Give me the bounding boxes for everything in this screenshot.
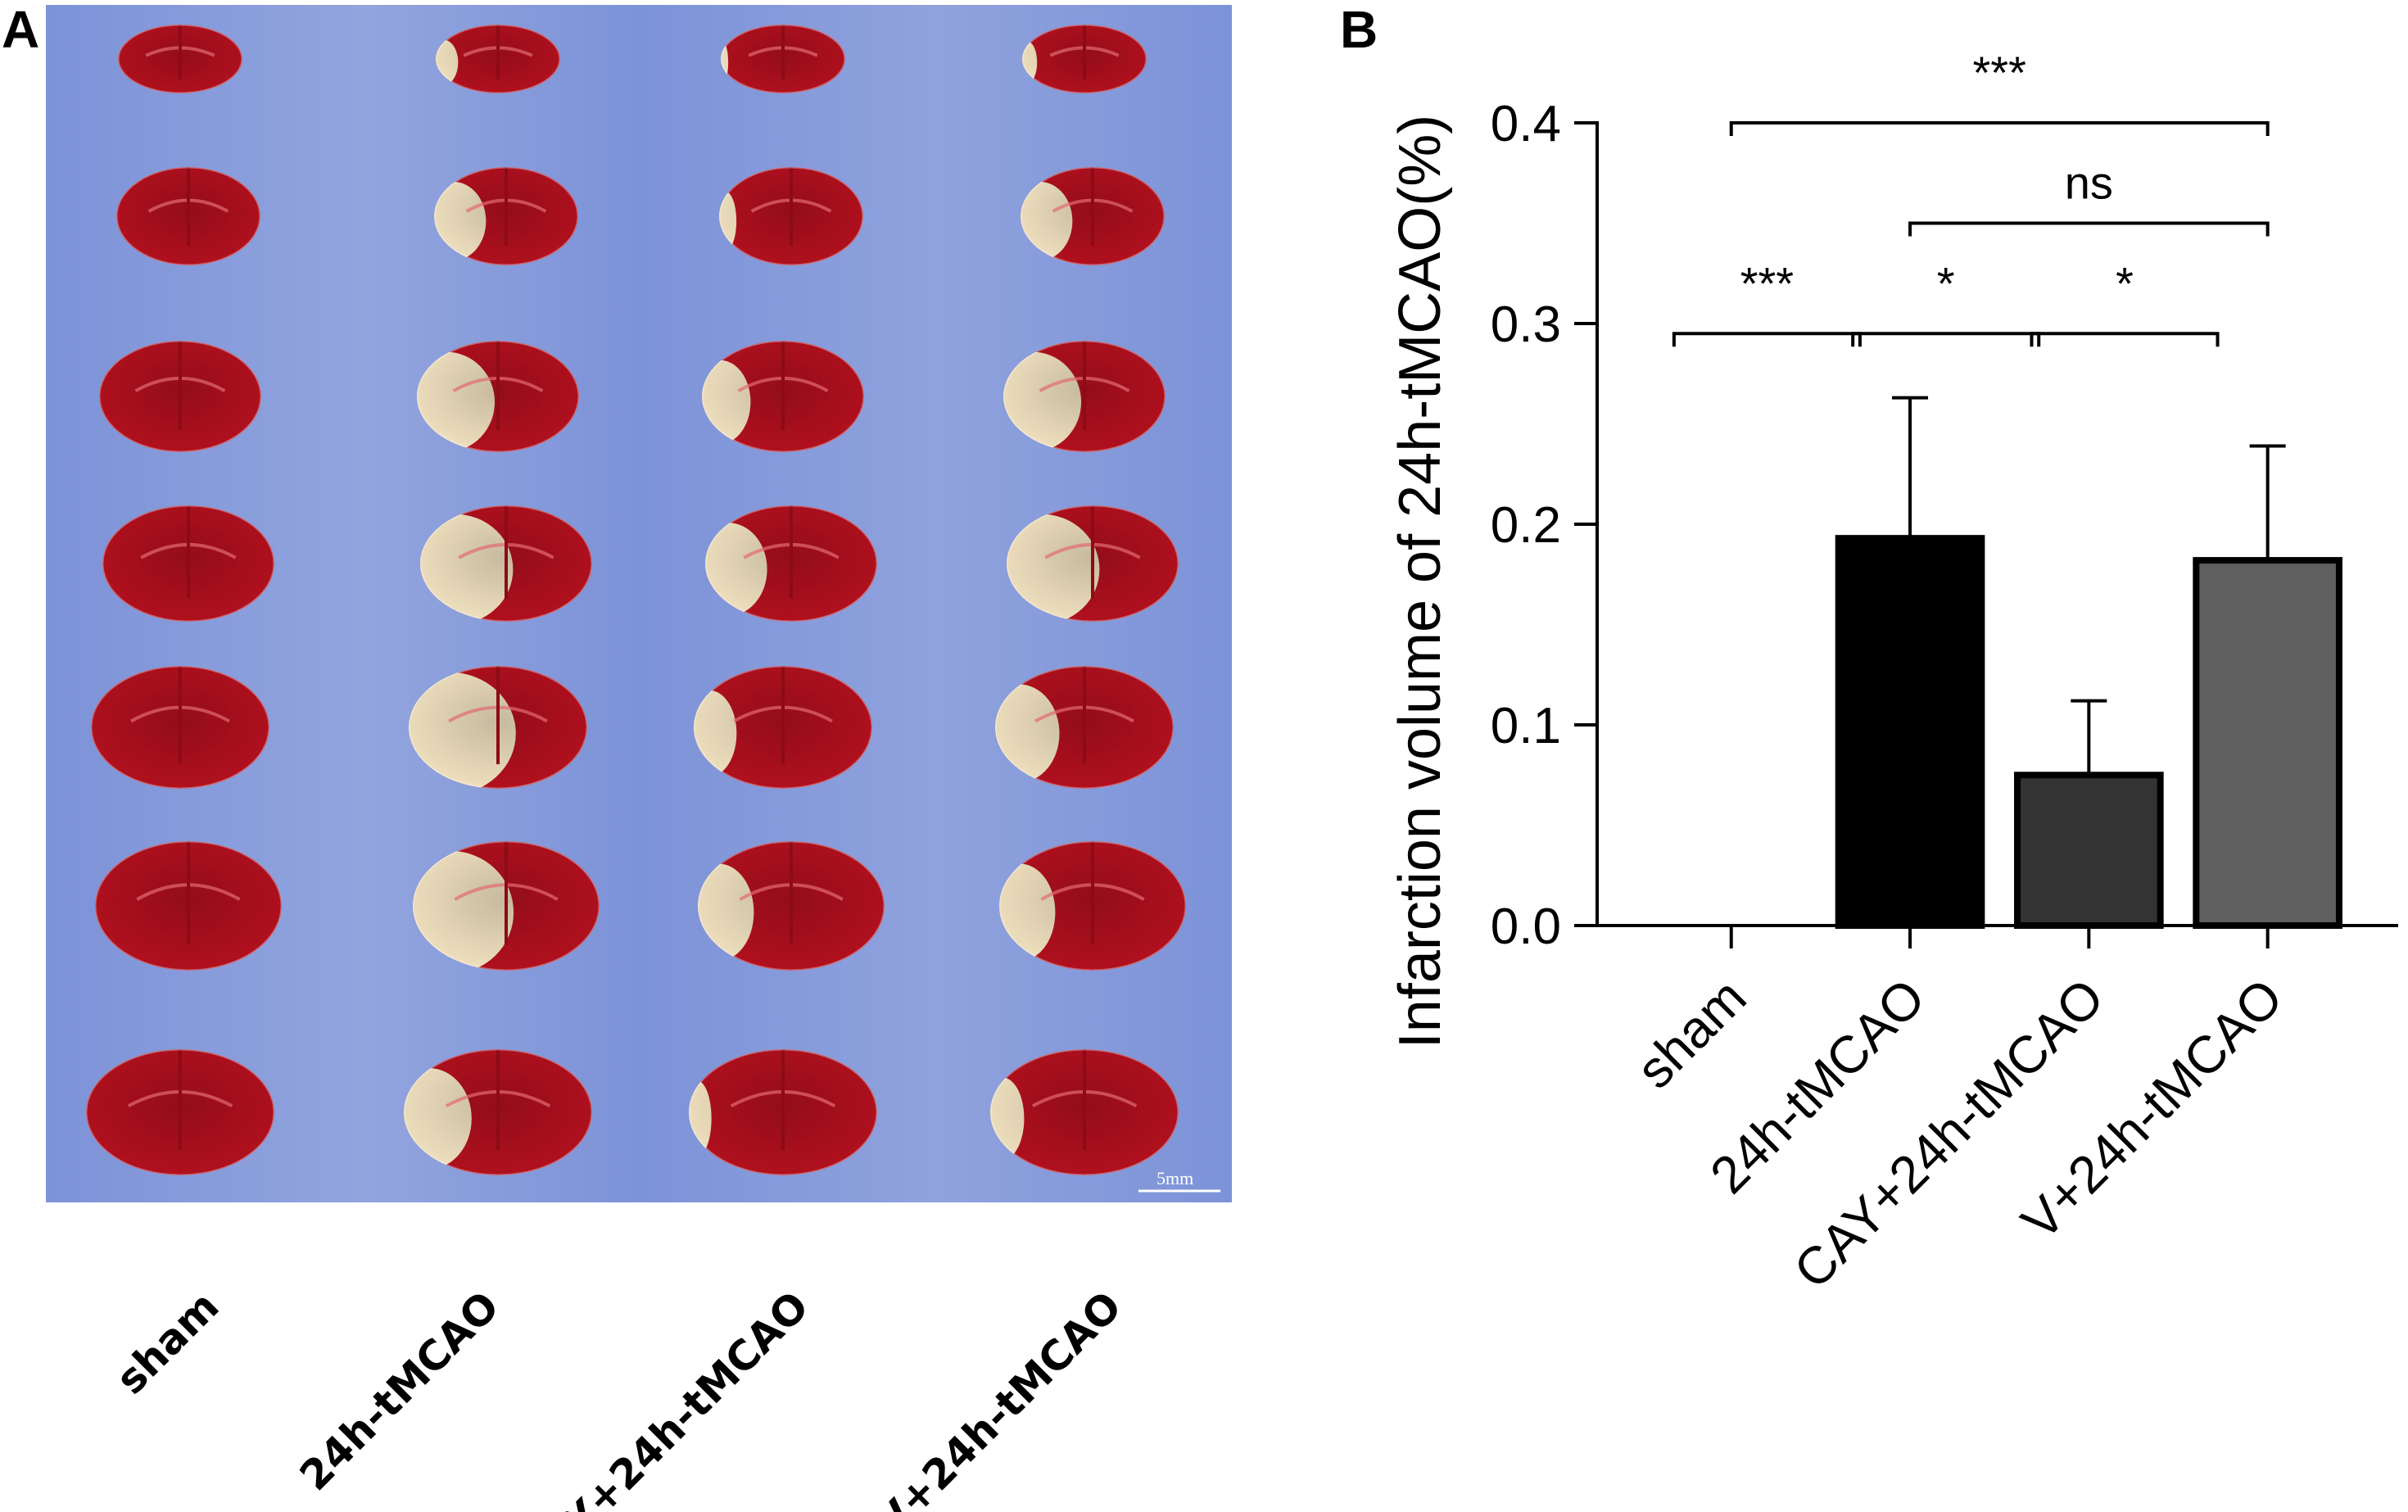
bar-chart: 0.00.10.20.30.4sham24h-tMCAOCAY+24h-tMCA…	[1387, 47, 2398, 1300]
significance-bracket	[1729, 121, 2270, 136]
brain-slice	[116, 167, 260, 265]
y-tick-label: 0.4	[1491, 96, 1561, 152]
brain-slice	[99, 341, 261, 452]
significance-label: *	[2116, 257, 2134, 309]
y-axis-label: Infarction volume of 24h-tMCAO(%)	[1387, 115, 1453, 1048]
photo-group-label: V+24h-tMCAO	[867, 1282, 1130, 1512]
brain-slice	[420, 505, 592, 622]
brain-slice	[1021, 167, 1165, 265]
chart-bars	[1659, 396, 2342, 930]
panel-a-letter: A	[2, 0, 39, 59]
y-tick-label: 0.2	[1491, 497, 1561, 554]
photo-group-label: CAY+24h-tMCAO	[514, 1282, 818, 1512]
photo-group-label: sham	[107, 1282, 229, 1403]
photo-group-labels: sham 24h-tMCAO CAY+24h-tMCAO V+24h-tMCAO	[107, 1282, 1131, 1512]
brain-slice	[86, 1049, 274, 1175]
significance-label: ns	[2065, 157, 2113, 209]
y-tick-label: 0.0	[1491, 899, 1561, 955]
photo-group-label: 24h-tMCAO	[291, 1282, 509, 1500]
significance-label: ***	[1740, 257, 1794, 309]
brain-slice	[102, 505, 274, 622]
significance-label: *	[1937, 257, 1955, 309]
brain-slice	[689, 1049, 877, 1175]
brain-slice	[434, 167, 578, 265]
y-tick-label: 0.1	[1491, 698, 1561, 754]
brain-slice	[705, 505, 877, 622]
significance-bracket	[1851, 332, 2041, 347]
brain-slice	[118, 25, 242, 93]
x-tick-label: sham	[1625, 967, 1758, 1100]
significance-bracket	[2030, 332, 2220, 347]
brain-slice	[95, 841, 282, 971]
brain-slice	[436, 25, 560, 93]
significance-bracket	[1672, 332, 1862, 347]
y-tick-label: 0.3	[1491, 297, 1561, 353]
significance-brackets: ***ns*** * *	[1672, 47, 2270, 347]
scale-bar-label: 5mm	[1156, 1168, 1193, 1188]
brain-slice	[91, 666, 269, 789]
brain-slice	[409, 666, 587, 789]
bar	[1835, 535, 1985, 930]
brain-slice	[719, 167, 863, 265]
brain-slice-photo: 5mm	[46, 5, 1232, 1202]
brain-slice	[721, 25, 845, 93]
brain-slice	[698, 841, 885, 971]
significance-label: ***	[1972, 47, 2026, 98]
brain-slice	[995, 666, 1174, 789]
panel-b-letter: B	[1340, 0, 1378, 59]
bar	[2014, 772, 2164, 929]
bar	[2193, 557, 2342, 929]
brain-slice	[999, 841, 1186, 971]
x-tick-label: CAY+24h-tMCAO	[1782, 967, 2115, 1300]
significance-bracket	[1908, 221, 2270, 237]
